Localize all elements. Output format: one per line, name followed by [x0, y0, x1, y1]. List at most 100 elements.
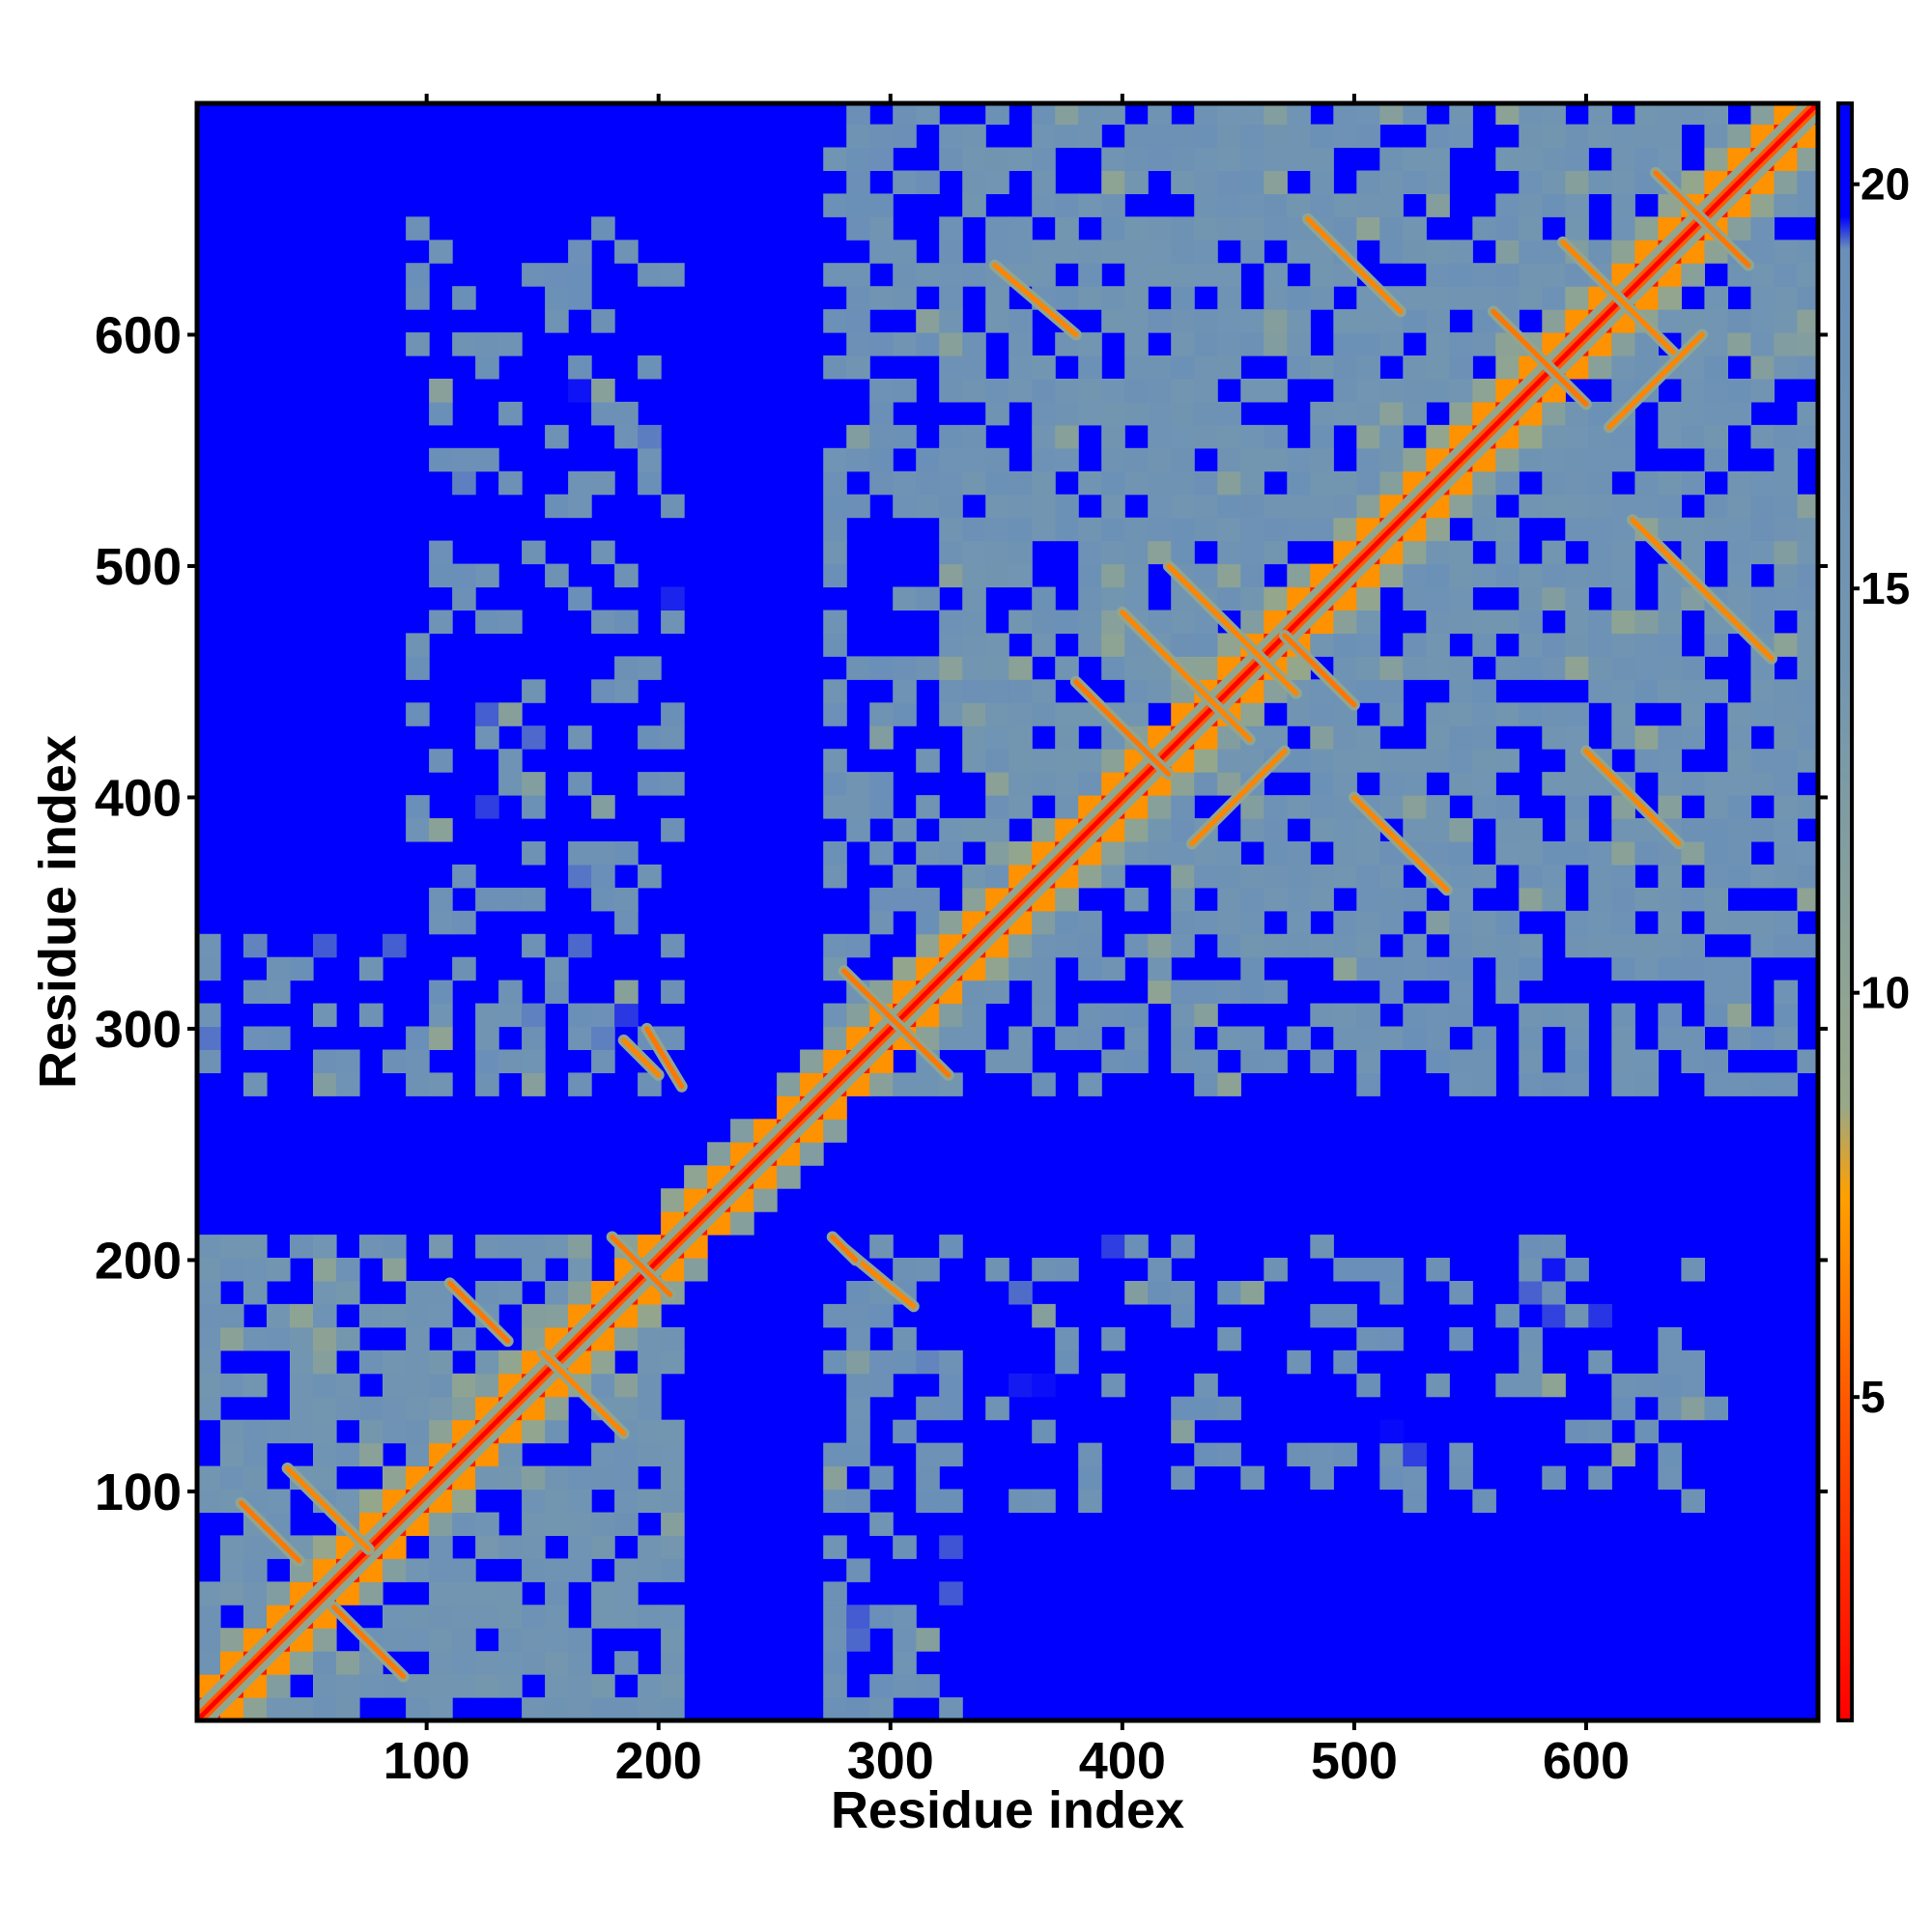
heatmap-cell [1704, 401, 1728, 426]
heatmap-cell [1009, 956, 1033, 981]
heatmap-cell [893, 124, 917, 149]
heatmap-cell [823, 1651, 847, 1675]
heatmap-cell [1124, 1026, 1149, 1050]
heatmap-cell [498, 1605, 523, 1629]
heatmap-cell [1704, 887, 1728, 912]
heatmap-cell [1727, 124, 1751, 149]
heatmap-cell [498, 1049, 523, 1073]
heatmap-cell [1101, 517, 1125, 542]
heatmap-cell [1078, 610, 1102, 634]
heatmap-cell [638, 1558, 662, 1582]
contact-line [1491, 309, 1589, 407]
heatmap-cell [893, 1651, 917, 1675]
heatmap-cell [614, 424, 639, 449]
heatmap-cell [846, 1558, 870, 1582]
heatmap-cell [197, 1581, 221, 1605]
heatmap-cell [1078, 956, 1102, 981]
heatmap-cell [197, 1235, 221, 1259]
heatmap-cell [1264, 286, 1288, 310]
heatmap-cell [1403, 401, 1427, 426]
heatmap-cell [846, 286, 870, 310]
heatmap-cell [452, 447, 476, 472]
heatmap-cell [916, 1396, 940, 1421]
heatmap-cell [591, 1697, 615, 1720]
heatmap-cell [1009, 610, 1033, 634]
heatmap-cell [1009, 147, 1033, 171]
heatmap-cell [1704, 379, 1728, 403]
heatmap-cell [568, 1072, 592, 1096]
heatmap-cell [1356, 956, 1380, 981]
heatmap-cell [1032, 355, 1056, 380]
heatmap-cell [1542, 1003, 1566, 1028]
heatmap-cell [1101, 240, 1125, 264]
heatmap-cell [1379, 980, 1404, 1005]
heatmap-cell [406, 1674, 430, 1698]
heatmap-cell [1009, 702, 1033, 726]
heatmap-cell [429, 818, 453, 842]
heatmap-cell [1704, 864, 1728, 889]
heatmap-cell [383, 1235, 407, 1259]
heatmap-cell [1588, 1465, 1612, 1491]
heatmap-cell [1658, 586, 1682, 611]
heatmap-cell [429, 1605, 453, 1629]
heatmap-cell [985, 170, 1009, 194]
heatmap-cell [243, 1581, 268, 1605]
heatmap-cell [1078, 586, 1102, 611]
heatmap-cell [1124, 586, 1149, 611]
heatmap-cell [893, 864, 917, 889]
heatmap-cell [823, 749, 847, 773]
heatmap-cell [939, 656, 963, 680]
heatmap-cell [1194, 309, 1218, 333]
heatmap-cell [290, 1697, 314, 1720]
heatmap-cell [1681, 379, 1705, 403]
heatmap-cell [1774, 1026, 1798, 1050]
heatmap-cell [522, 1235, 546, 1259]
heatmap-cell [1194, 1373, 1218, 1398]
heatmap-cell [197, 1326, 221, 1351]
heatmap-cell [1634, 656, 1659, 680]
heatmap-cell [1588, 610, 1612, 634]
heatmap-cell [267, 1419, 291, 1444]
heatmap-cell [313, 1281, 337, 1305]
heatmap-cell [1194, 1003, 1218, 1028]
heatmap-cell [823, 563, 847, 588]
heatmap-cell [1055, 933, 1079, 958]
heatmap-cell [1495, 147, 1520, 171]
heatmap-cell [1356, 1258, 1380, 1282]
heatmap-cell [846, 263, 870, 287]
heatmap-cell [406, 1628, 430, 1652]
heatmap-cell [545, 1558, 569, 1582]
heatmap-cell [359, 1442, 384, 1467]
contact-line [1282, 633, 1357, 708]
heatmap-cell [1426, 633, 1450, 657]
heatmap-cell [1449, 841, 1473, 866]
heatmap-cell [1310, 1235, 1334, 1259]
heatmap-cell [475, 1674, 499, 1698]
heatmap-cell [1333, 332, 1357, 356]
heatmap-cell [1634, 470, 1659, 496]
heatmap-cell [1009, 355, 1033, 380]
heatmap-cell [591, 1535, 615, 1559]
heatmap-cell [1472, 910, 1496, 935]
heatmap-cell [1287, 864, 1311, 889]
heatmap-cell [1264, 332, 1288, 356]
heatmap-cell [1611, 1049, 1635, 1073]
heatmap-cell [1217, 1396, 1241, 1421]
heatmap-cell [591, 795, 615, 819]
heatmap-cell [1333, 610, 1357, 634]
heatmap-cell [290, 1350, 314, 1375]
heatmap-cell [1403, 379, 1427, 403]
heatmap-cell [429, 1396, 453, 1421]
heatmap-cell [1611, 610, 1635, 634]
heatmap-cell [1217, 470, 1241, 496]
heatmap-cell [243, 1026, 268, 1050]
heatmap-cell [406, 332, 430, 356]
heatmap-cell [638, 772, 662, 796]
heatmap-cell [1681, 401, 1705, 426]
heatmap-cell [800, 1049, 824, 1073]
heatmap-cell [1032, 517, 1056, 542]
heatmap-cell [313, 1303, 337, 1328]
heatmap-cell [383, 1465, 407, 1491]
heatmap-cell [1264, 864, 1288, 889]
heatmap-cell [1681, 517, 1705, 542]
